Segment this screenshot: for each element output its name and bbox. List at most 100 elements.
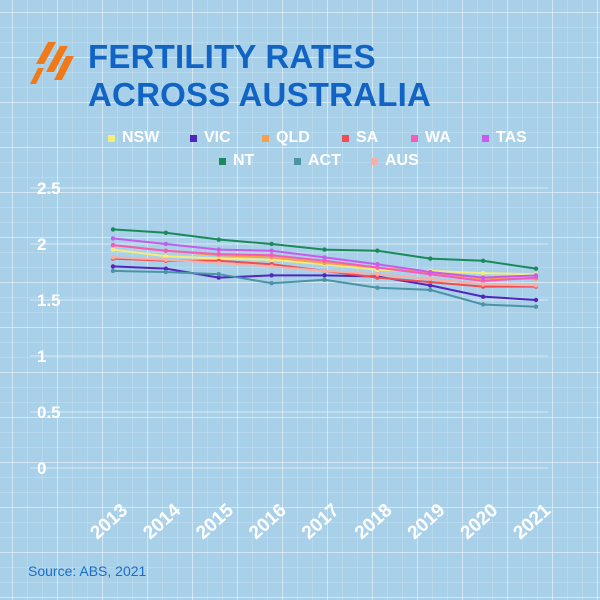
x-tick-label: 2020 — [457, 500, 502, 544]
legend-label: AUS — [385, 152, 419, 169]
data-point-aus — [216, 260, 221, 266]
title-line-2: ACROSS AUSTRALIA — [88, 76, 431, 113]
data-point-nt — [322, 247, 327, 252]
series-aus — [110, 255, 539, 288]
data-point-act — [375, 285, 380, 290]
data-point-tas — [533, 273, 539, 278]
x-tick-label: 2019 — [404, 500, 449, 544]
legend-swatch — [294, 157, 301, 165]
legend-swatch — [262, 134, 269, 142]
data-point-tas — [163, 241, 169, 247]
data-point-vic — [110, 264, 116, 269]
data-point-tas — [480, 275, 486, 280]
x-tick-label: 2013 — [87, 500, 132, 544]
data-point-aus — [110, 255, 116, 260]
legend-item-nsw: NSW — [108, 128, 159, 148]
data-point-act — [110, 268, 116, 274]
legend-swatch — [411, 134, 418, 142]
data-point-act — [428, 287, 433, 293]
data-point-nt — [375, 248, 380, 253]
data-point-tas — [322, 255, 327, 260]
chart-legend: NSW VIC QLD SA WA TAS NT ACT AUS — [96, 128, 536, 176]
data-point-aus — [533, 283, 539, 288]
data-point-wa — [480, 278, 486, 284]
data-point-wa — [110, 242, 116, 248]
data-point-wa — [216, 251, 221, 257]
data-point-act — [480, 302, 486, 307]
title-line-1: FERTILITY RATES — [88, 38, 376, 75]
legend-swatch — [108, 134, 115, 142]
y-tick-label: 2 — [37, 235, 46, 254]
y-gridlines — [30, 187, 548, 469]
data-point-aus — [322, 268, 327, 274]
x-tick-label: 2015 — [192, 500, 238, 544]
data-point-nt — [533, 266, 539, 271]
legend-swatch — [190, 134, 197, 142]
x-tick-label: 2018 — [351, 500, 396, 544]
series-tas — [110, 236, 539, 280]
data-point-nt — [269, 241, 274, 247]
y-axis-ticks: 0 0.5 1 1.5 2 2.5 — [37, 179, 61, 478]
x-tick-label: 2014 — [139, 500, 185, 544]
data-point-vic — [163, 266, 169, 271]
data-point-nsw — [480, 270, 486, 276]
legend-swatch — [342, 134, 349, 142]
legend-label: NSW — [122, 129, 160, 146]
series-act — [110, 268, 539, 309]
legend-item-tas: TAS — [482, 128, 527, 148]
data-point-nt — [480, 258, 486, 263]
data-point-tas — [110, 236, 116, 241]
data-point-tas — [269, 248, 274, 253]
data-point-tas — [216, 247, 221, 252]
y-tick-label: 1 — [37, 347, 46, 366]
data-point-nsw — [163, 254, 169, 259]
data-point-wa — [322, 258, 327, 263]
legend-item-qld: QLD — [262, 128, 310, 148]
data-point-sa — [428, 279, 433, 285]
page-title: FERTILITY RATES ACROSS AUSTRALIA — [88, 38, 431, 114]
data-point-sa — [375, 275, 380, 280]
data-point-vic — [322, 273, 327, 278]
legend-item-aus: AUS — [371, 151, 419, 171]
legend-label: VIC — [204, 129, 231, 146]
data-point-vic — [480, 294, 486, 299]
legend-item-sa: SA — [342, 128, 378, 148]
legend-label: QLD — [276, 129, 310, 146]
y-tick-label: 0 — [37, 459, 46, 478]
series-lines — [110, 227, 539, 309]
data-point-vic — [269, 273, 274, 278]
x-tick-label: 2021 — [510, 500, 556, 544]
data-point-nt — [428, 256, 433, 261]
data-point-tas — [375, 261, 380, 267]
data-point-aus — [428, 276, 433, 281]
data-point-wa — [375, 265, 380, 270]
legend-item-act: ACT — [294, 151, 341, 171]
data-point-aus — [480, 282, 486, 287]
data-point-nt — [110, 227, 116, 232]
y-tick-label: 0.5 — [37, 403, 61, 422]
legend-item-wa: WA — [411, 128, 451, 148]
data-point-act — [533, 304, 539, 309]
legend-swatch — [371, 157, 378, 165]
data-point-act — [322, 277, 327, 283]
sbs-flame-logo-icon — [30, 42, 74, 84]
y-tick-label: 1.5 — [37, 291, 61, 310]
legend-item-nt: NT — [219, 151, 254, 171]
data-point-nsw — [110, 247, 116, 252]
x-axis-ticks: 2013 2014 2015 2016 2017 2018 2019 2020 2021 — [87, 500, 556, 544]
legend-label: ACT — [308, 152, 341, 169]
data-point-vic — [533, 297, 539, 303]
y-tick-label: 2.5 — [37, 179, 61, 198]
data-point-nt — [216, 237, 221, 242]
series-nt — [110, 227, 539, 271]
legend-item-vic: VIC — [190, 128, 231, 148]
data-point-act — [163, 269, 169, 275]
data-point-aus — [375, 272, 380, 277]
data-point-wa — [269, 253, 274, 258]
legend-swatch — [482, 134, 489, 142]
legend-swatch — [219, 157, 226, 165]
data-point-vic — [216, 275, 221, 280]
legend-label: NT — [233, 152, 255, 169]
legend-label: WA — [425, 129, 451, 146]
